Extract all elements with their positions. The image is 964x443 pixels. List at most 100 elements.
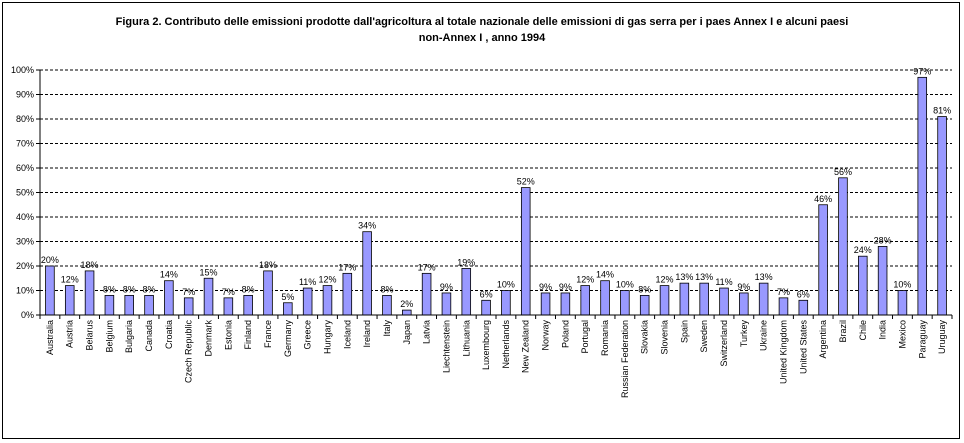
category-label: Greece <box>303 320 313 350</box>
category-label: Denmark <box>204 320 214 357</box>
category-label: Bulgaria <box>124 320 134 353</box>
bar <box>719 287 729 316</box>
category-label: Czech Republic <box>184 320 194 384</box>
category-label: Sweden <box>699 320 709 353</box>
bar <box>560 292 571 316</box>
data-label: 18% <box>81 260 99 270</box>
data-label: 13% <box>675 272 693 282</box>
category-label: United States <box>798 320 808 375</box>
data-label: 15% <box>200 267 218 277</box>
bar <box>639 294 650 316</box>
bars <box>45 76 947 316</box>
category-label: Lithuania <box>461 320 471 357</box>
data-label: 46% <box>814 194 832 204</box>
data-label: 20% <box>41 255 59 265</box>
bar <box>620 290 630 316</box>
y-tick-label: 10% <box>16 286 34 296</box>
data-label: 24% <box>854 245 872 255</box>
category-label: Slovakia <box>640 320 650 354</box>
category-label: Canada <box>144 320 154 352</box>
data-label: 12% <box>576 275 594 285</box>
bar <box>778 297 789 316</box>
category-label: Turkey <box>739 320 749 348</box>
bar <box>64 285 75 316</box>
bar <box>481 299 491 316</box>
y-tick-label: 70% <box>16 139 34 149</box>
data-label: 7% <box>777 287 790 297</box>
data-label: 2% <box>400 299 413 309</box>
category-label: Ireland <box>362 320 372 348</box>
data-label: 81% <box>933 106 951 116</box>
bar <box>183 297 194 316</box>
y-tick-label: 90% <box>16 90 34 100</box>
bar <box>223 297 234 316</box>
data-label: 34% <box>358 221 376 231</box>
category-labels: Australia Austria Belarus Belgium Bulgaria Ca… <box>45 320 947 399</box>
chart-title-line-2: non-Annex I , anno 1994 <box>418 32 546 44</box>
chart-title: Figura 2. Contributo delle emissioni pro… <box>0 14 964 46</box>
data-label: 9% <box>737 282 750 292</box>
bar <box>798 299 809 316</box>
bar <box>84 270 95 316</box>
data-labels: 20%12%18%8% 8% 8%14%7%15%7% 8%18%5%11% 12%17… <box>41 66 951 309</box>
bar <box>203 277 214 316</box>
category-label: Italy <box>382 320 392 337</box>
bar <box>124 294 134 316</box>
axes <box>39 70 953 319</box>
bar <box>897 290 908 316</box>
data-label: 12% <box>61 275 79 285</box>
data-label: 97% <box>913 66 931 76</box>
bar <box>283 302 293 316</box>
y-tick-label: 60% <box>16 163 34 173</box>
category-label: Norway <box>541 320 551 351</box>
category-label: Belarus <box>85 320 95 351</box>
category-label: Ukraine <box>759 320 769 351</box>
bar <box>441 292 452 316</box>
bar <box>858 255 868 316</box>
category-label: Poland <box>560 320 570 348</box>
bar <box>263 270 273 316</box>
data-label: 8% <box>143 284 156 294</box>
category-label: Germany <box>283 320 293 358</box>
bar <box>758 282 769 316</box>
bar <box>382 294 392 316</box>
y-tick-label: 20% <box>16 261 34 271</box>
category-label: Latvia <box>422 320 432 344</box>
category-label: Netherlands <box>501 320 511 369</box>
data-label: 8% <box>103 284 116 294</box>
bar <box>679 282 690 316</box>
bar <box>362 231 372 316</box>
category-label: New Zealand <box>521 320 531 373</box>
bar <box>421 272 432 316</box>
category-label: Portugal <box>580 320 590 354</box>
category-label: Luxembourg <box>481 320 491 370</box>
data-label: 11% <box>299 277 316 287</box>
bar <box>699 282 709 316</box>
data-label: 8% <box>638 284 651 294</box>
data-label: 12% <box>318 275 336 285</box>
gridlines <box>40 69 952 291</box>
category-label: Austria <box>65 320 75 348</box>
category-label: Russian Federation <box>620 320 630 398</box>
data-label: 13% <box>695 272 713 282</box>
category-label: United Kingdom <box>778 320 788 384</box>
bar <box>917 76 928 316</box>
data-label: 8% <box>123 284 136 294</box>
category-label: Japan <box>402 320 412 345</box>
data-label: 18% <box>259 260 277 270</box>
bar <box>501 290 511 316</box>
category-label: France <box>263 320 273 348</box>
data-label: 17% <box>418 262 436 272</box>
category-label: Estonia <box>223 320 233 350</box>
bar <box>144 294 154 316</box>
category-label: Belgium <box>104 320 114 353</box>
bar <box>243 294 253 316</box>
category-label: Chile <box>858 320 868 341</box>
bar <box>580 285 590 316</box>
category-label: Finland <box>243 320 253 350</box>
data-label: 17% <box>338 262 356 272</box>
category-label: Slovenia <box>660 320 670 355</box>
category-label: Argentina <box>818 320 828 359</box>
category-label: Croatia <box>164 320 174 349</box>
